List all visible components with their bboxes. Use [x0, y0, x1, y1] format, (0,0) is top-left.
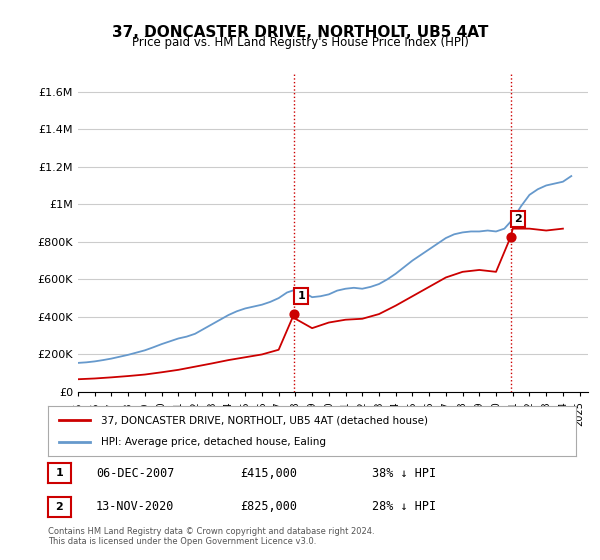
- Point: [506, 232, 515, 241]
- Text: 2: 2: [514, 214, 521, 224]
- Text: HPI: Average price, detached house, Ealing: HPI: Average price, detached house, Eali…: [101, 437, 326, 447]
- Text: 06-DEC-2007: 06-DEC-2007: [96, 466, 175, 480]
- Text: 37, DONCASTER DRIVE, NORTHOLT, UB5 4AT: 37, DONCASTER DRIVE, NORTHOLT, UB5 4AT: [112, 25, 488, 40]
- Point: [289, 310, 299, 319]
- Text: Price paid vs. HM Land Registry's House Price Index (HPI): Price paid vs. HM Land Registry's House …: [131, 36, 469, 49]
- Text: £825,000: £825,000: [240, 500, 297, 514]
- Text: 28% ↓ HPI: 28% ↓ HPI: [372, 500, 436, 514]
- Text: 1: 1: [56, 468, 63, 478]
- Text: Contains HM Land Registry data © Crown copyright and database right 2024.
This d: Contains HM Land Registry data © Crown c…: [48, 526, 374, 546]
- Text: 1: 1: [298, 291, 305, 301]
- Text: 2: 2: [56, 502, 63, 512]
- Text: 38% ↓ HPI: 38% ↓ HPI: [372, 466, 436, 480]
- Text: £415,000: £415,000: [240, 466, 297, 480]
- Text: 13-NOV-2020: 13-NOV-2020: [96, 500, 175, 514]
- Text: 37, DONCASTER DRIVE, NORTHOLT, UB5 4AT (detached house): 37, DONCASTER DRIVE, NORTHOLT, UB5 4AT (…: [101, 415, 428, 425]
